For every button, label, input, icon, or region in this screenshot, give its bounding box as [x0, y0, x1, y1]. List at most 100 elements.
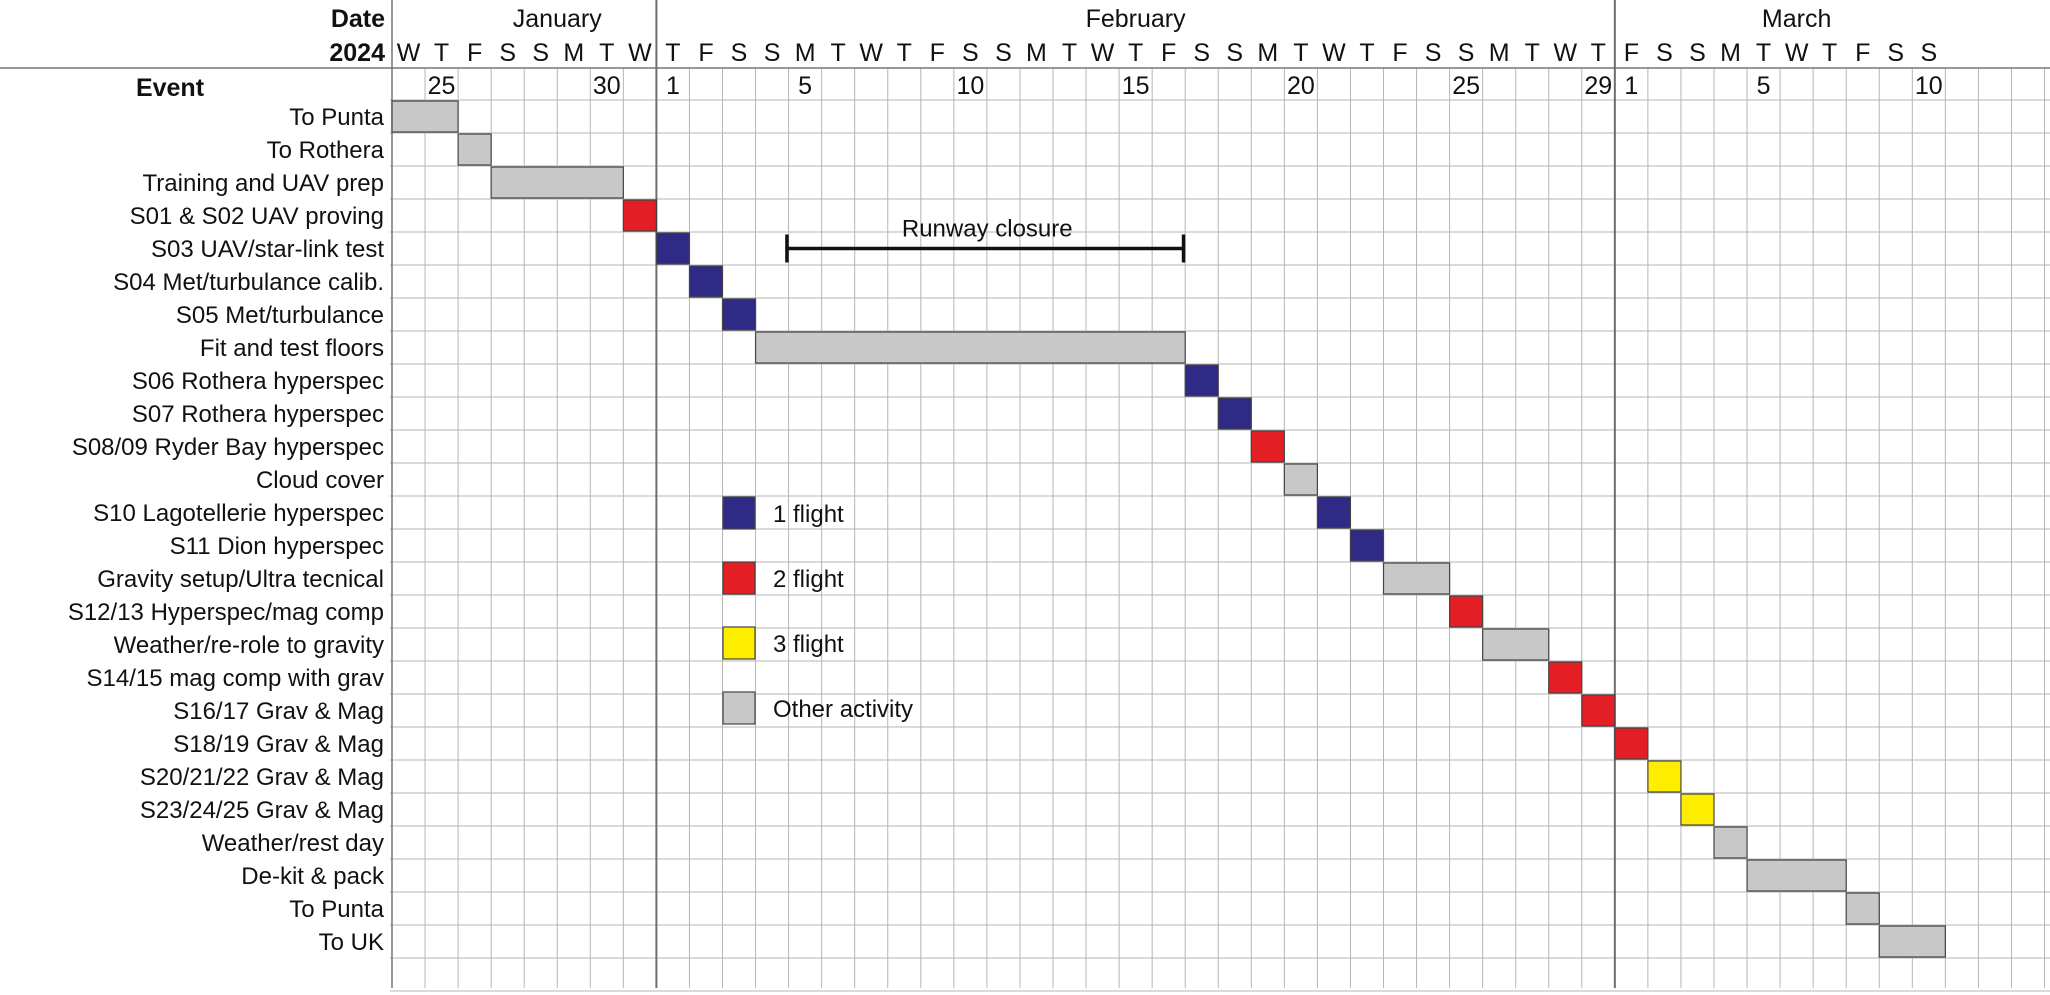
day-number-label: 10	[1915, 72, 1943, 100]
legend-label: Other activity	[773, 696, 913, 723]
activity-bar	[1647, 760, 1682, 793]
month-label: February	[1086, 5, 1187, 33]
event-label: S20/21/22 Grav & Mag	[140, 764, 384, 791]
activity-bar	[1482, 628, 1550, 661]
weekday-letter: F	[467, 39, 482, 67]
weekday-letter: S	[499, 39, 516, 67]
activity-bar	[1614, 727, 1649, 760]
weekday-letter: T	[1128, 39, 1143, 67]
event-label: Weather/rest day	[202, 830, 384, 857]
weekday-letter: F	[1161, 39, 1176, 67]
weekday-letter: T	[665, 39, 680, 67]
weekday-letter: W	[397, 39, 421, 67]
event-label: S08/09 Ryder Bay hyperspec	[72, 434, 384, 461]
event-labels: To Punta To Rothera Training and UAV prep S…	[68, 104, 385, 956]
weekday-letter: S	[731, 39, 748, 67]
weekday-letter: F	[1855, 39, 1870, 67]
day-number-label: 20	[1287, 72, 1315, 100]
weekday-letter: F	[1624, 39, 1639, 67]
day-number-label: 30	[593, 72, 621, 100]
activity-bar	[490, 166, 624, 199]
weekday-letter: T	[599, 39, 614, 67]
weekday-letter: F	[698, 39, 713, 67]
activity-bar	[1548, 661, 1583, 694]
weekday-letter: S	[1193, 39, 1210, 67]
event-label: S05 Met/turbulance	[176, 302, 384, 329]
event-label: S04 Met/turbulance calib.	[113, 269, 384, 296]
activity-bar	[1349, 529, 1385, 562]
event-label: Weather/re-role to gravity	[114, 632, 384, 659]
activity-bar	[688, 265, 724, 298]
activity-bar	[1746, 859, 1847, 892]
day-number-label: 1	[1624, 72, 1638, 100]
weekday-letter: M	[1720, 39, 1741, 67]
activity-bar	[1184, 364, 1219, 397]
weekday-letter: T	[897, 39, 912, 67]
event-label: S14/15 mag comp with grav	[87, 665, 384, 692]
activity-bar	[1250, 430, 1285, 463]
activity-bar	[391, 100, 459, 133]
weekday-letter: T	[1822, 39, 1837, 67]
weekday-letter: W	[1091, 39, 1115, 67]
activity-bar	[1316, 496, 1352, 529]
event-label: S10 Lagotellerie hyperspec	[93, 500, 384, 527]
event-label: To UK	[319, 929, 384, 956]
activity-bar	[622, 199, 657, 232]
event-label: S23/24/25 Grav & Mag	[140, 797, 384, 824]
activity-bar	[1382, 562, 1451, 595]
month-label: March	[1762, 5, 1831, 33]
weekday-letter: M	[1026, 39, 1047, 67]
event-label: S12/13 Hyperspec/mag comp	[68, 599, 384, 626]
event-column-label: Event	[136, 74, 205, 102]
runway-closure-annotation: Runway closure	[785, 216, 1186, 263]
weekday-letter: S	[764, 39, 781, 67]
activity-bar	[655, 232, 691, 265]
weekday-letter: S	[1656, 39, 1673, 67]
weekday-letter: S	[1689, 39, 1706, 67]
activity-bars	[391, 100, 1946, 958]
day-number-label: 15	[1122, 72, 1150, 100]
year-label: 2024	[329, 39, 385, 67]
activity-bar	[1448, 595, 1484, 628]
activity-bar	[1283, 463, 1318, 496]
legend-label: 2 flight	[773, 566, 844, 593]
day-number-label: 25	[428, 72, 456, 100]
event-label: S06 Rothera hyperspec	[132, 368, 384, 395]
legend-swatch	[722, 691, 756, 725]
event-label: Training and UAV prep	[143, 170, 384, 197]
weekday-letter: T	[1293, 39, 1308, 67]
weekday-letter: T	[1525, 39, 1540, 67]
activity-bar	[1713, 826, 1748, 859]
day-number-label: 25	[1452, 72, 1480, 100]
event-label: S03 UAV/star-link test	[151, 236, 384, 263]
event-label: Cloud cover	[256, 467, 384, 494]
weekday-letter: M	[795, 39, 816, 67]
weekday-letter: S	[532, 39, 549, 67]
activity-bar	[721, 298, 757, 331]
event-label: S11 Dion hyperspec	[170, 533, 384, 560]
day-number-label: 10	[956, 72, 984, 100]
weekday-letter: M	[563, 39, 584, 67]
event-label: S01 & S02 UAV proving	[130, 203, 384, 230]
weekday-letter: T	[831, 39, 846, 67]
weekday-letter: S	[962, 39, 979, 67]
weekday-letter: T	[1591, 39, 1606, 67]
legend-label: 1 flight	[773, 501, 844, 528]
weekday-letter: S	[1425, 39, 1442, 67]
weekday-letter: T	[434, 39, 449, 67]
weekday-letter: M	[1489, 39, 1510, 67]
day-number-label: 29	[1584, 72, 1612, 100]
weekday-letter: T	[1756, 39, 1771, 67]
weekday-letter: W	[628, 39, 652, 67]
activity-bar	[1845, 892, 1880, 925]
legend-swatch	[722, 626, 756, 660]
activity-bar	[1680, 793, 1715, 826]
activity-bar	[1878, 925, 1946, 958]
weekday-letter: F	[930, 39, 945, 67]
weekday-letter: W	[1785, 39, 1809, 67]
weekday-letter: W	[859, 39, 883, 67]
day-number-label: 1	[666, 72, 680, 100]
event-label: S18/19 Grav & Mag	[173, 731, 384, 758]
weekday-letter: S	[1226, 39, 1243, 67]
